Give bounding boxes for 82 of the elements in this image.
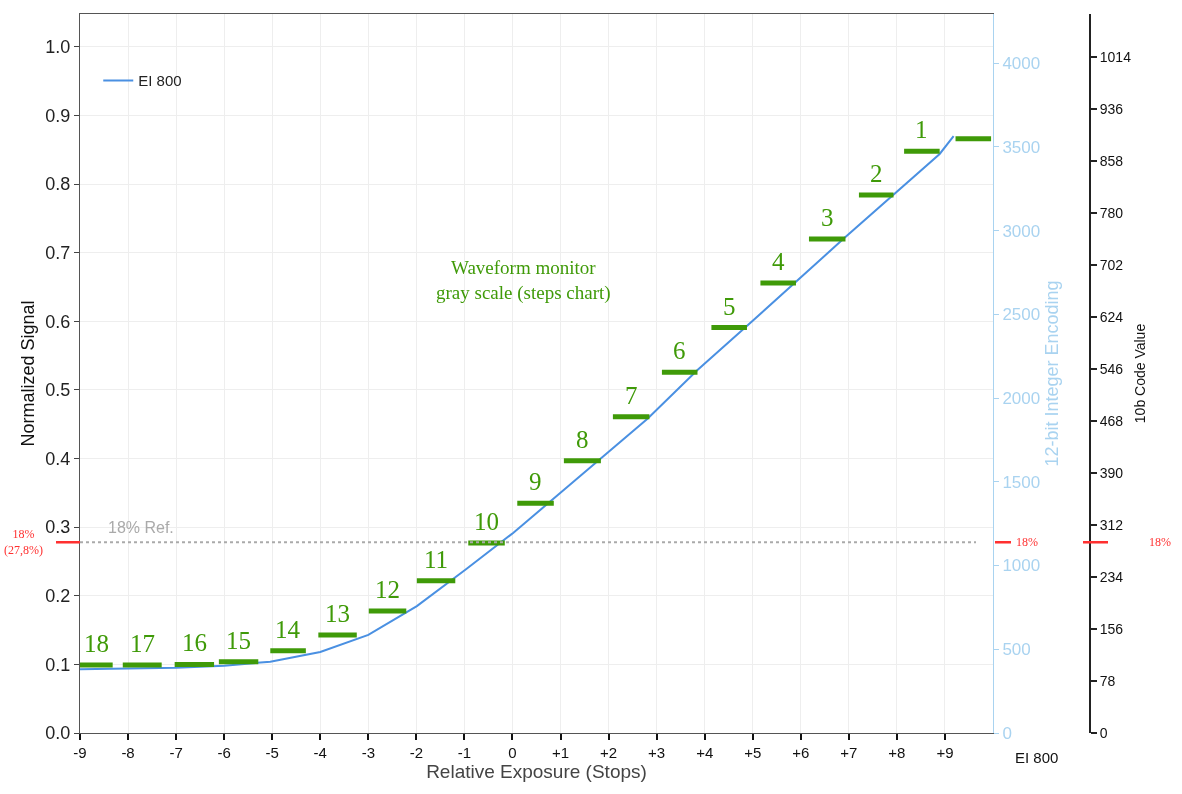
y2-tick-label: 2000 [1002,388,1041,408]
annotation: 8 [576,426,589,453]
y-tick-label: 0.3 [45,517,71,538]
x-tick-label: +6 [792,744,810,761]
y-tick-label: 0.0 [45,723,71,744]
x-tick-label: -7 [169,744,183,761]
y2-tick-label: 500 [1002,640,1031,660]
legend-label: EI 800 [138,72,182,90]
y3-tick-label: 78 [1099,672,1116,689]
x-tick-label: -4 [313,744,327,761]
annotation: 16 [182,629,207,656]
y2-tick-label: 4000 [1002,54,1041,74]
x-tick-label: +2 [600,744,618,761]
x-tick-label: -6 [217,744,231,761]
annotation: Waveform monitor gray scale (steps chart) [436,257,611,304]
annotation: 15 [226,627,251,654]
y-tick-label: 0.7 [45,243,71,264]
x-tick-label: +8 [888,744,906,761]
x-tick-label: -3 [361,744,375,761]
ref-line-label: 18% Ref. [108,519,174,536]
y-tick-label: 1.0 [45,37,71,58]
annotation: 13 [325,600,350,627]
y3-tick-label: 780 [1099,204,1124,221]
y2-tick-label: 3500 [1002,137,1041,157]
y-tick-label: 0.2 [45,586,71,607]
y3-tick-label: 156 [1099,620,1124,637]
y3-tick-label: 312 [1099,516,1124,533]
y-tick-label: 0.4 [45,448,71,469]
y2-tick-label: 1500 [1002,472,1041,492]
y3-tick-label: 0 [1099,724,1108,741]
y3-tick-label: 390 [1099,464,1124,481]
y-tick-label: 0.8 [45,174,71,195]
text: 18% (27,8%) [4,527,43,557]
y3-tick-label: 546 [1099,360,1124,377]
y2-axis-title: 12-bit Integer Encoding [1042,280,1063,467]
annotation: 5 [723,293,736,320]
annotation: 3 [821,204,834,231]
x-tick-label: -2 [409,744,424,761]
text: EI 800 [1015,749,1059,766]
y3-tick-label: 468 [1099,412,1124,429]
y3-axis-title: 10b Code Value [1131,323,1148,424]
annotation: 11 [424,546,449,573]
annotation: 17 [130,630,155,657]
y2-tick-label: 2500 [1002,305,1041,325]
y3-tick-label: 858 [1099,152,1124,169]
annotation: 1 [915,116,928,143]
y-tick-label: 0.1 [45,654,71,675]
x-tick-label: +9 [936,744,954,761]
annotation: 10 [474,508,499,535]
text: 18% [1016,535,1038,549]
annotation: 4 [772,248,785,275]
x-tick-label: +1 [551,744,570,761]
annotation: 6 [673,337,686,364]
annotation: 12 [375,576,400,603]
y-tick-label: 0.9 [45,105,71,126]
x-tick-label: -8 [121,744,135,761]
x-tick-label: 0 [508,744,517,761]
y3-tick-label: 1014 [1099,48,1132,65]
x-axis-title: Relative Exposure (Stops) [426,761,647,782]
y-tick-label: 0.5 [45,380,71,401]
y-axis-title: Normalized Signal [17,300,38,447]
x-tick-label: -5 [265,744,279,761]
y3-tick-label: 702 [1099,256,1124,273]
y3-tick-label: 234 [1099,568,1124,585]
y2-tick-label: 3000 [1002,221,1041,241]
x-tick-label: +5 [744,744,762,761]
text: 18% [1149,535,1171,549]
x-tick-label: -9 [73,744,87,761]
x-tick-label: -1 [457,744,472,761]
y2-tick-label: 0 [1002,723,1012,743]
annotation: 9 [529,468,542,495]
annotation: 2 [870,160,883,187]
x-tick-label: +4 [696,744,714,761]
annotation: 7 [625,382,638,409]
x-tick-label: +7 [840,744,858,761]
annotation: 18 [84,630,109,657]
y3-tick-label: 936 [1099,100,1124,117]
y2-tick-label: 1000 [1002,556,1041,576]
x-tick-label: +3 [648,744,666,761]
y-tick-label: 0.6 [45,311,71,332]
annotation: 14 [275,616,301,643]
y3-tick-label: 624 [1099,308,1124,325]
